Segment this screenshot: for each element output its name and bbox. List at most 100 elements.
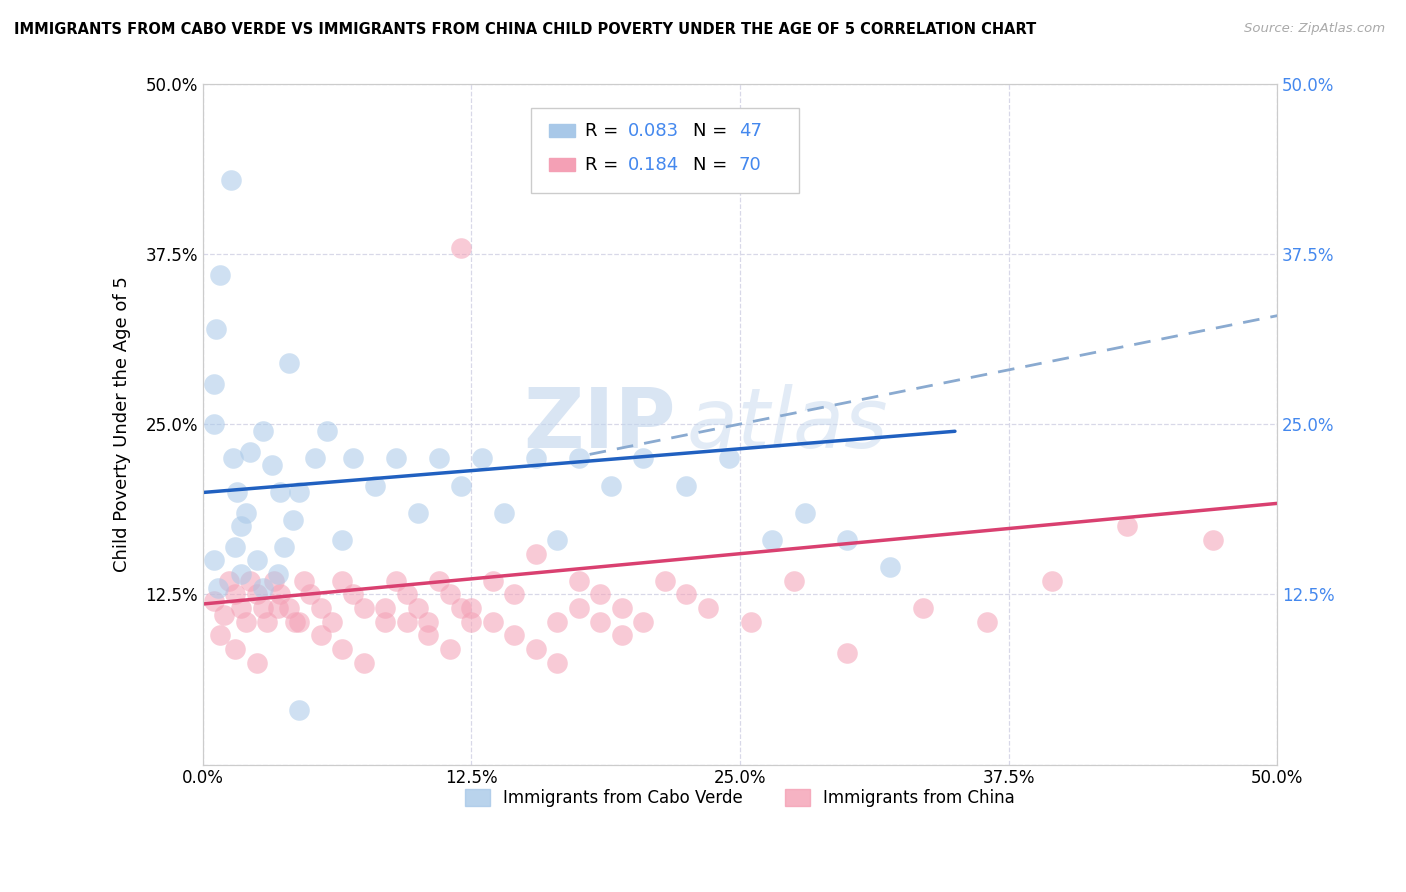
Point <box>281 513 304 527</box>
FancyBboxPatch shape <box>548 124 575 137</box>
Point <box>1115 519 1137 533</box>
Text: R =: R = <box>585 156 624 174</box>
Point <box>332 533 354 547</box>
Text: 47: 47 <box>740 121 762 140</box>
Point <box>353 601 375 615</box>
Point <box>245 587 267 601</box>
FancyBboxPatch shape <box>530 108 799 194</box>
Point <box>269 485 291 500</box>
Point <box>610 601 633 615</box>
Point <box>353 656 375 670</box>
Point <box>202 376 225 391</box>
Point <box>633 451 655 466</box>
FancyBboxPatch shape <box>548 158 575 171</box>
Point <box>524 641 547 656</box>
Point <box>342 451 364 466</box>
Text: N =: N = <box>693 156 733 174</box>
Point <box>252 424 274 438</box>
Point <box>208 268 231 282</box>
Point <box>235 615 257 629</box>
Point <box>263 574 285 588</box>
Point <box>245 656 267 670</box>
Point <box>267 567 290 582</box>
Point <box>837 646 859 660</box>
Point <box>304 451 326 466</box>
Point <box>385 574 408 588</box>
Point <box>214 607 236 622</box>
Point <box>546 656 568 670</box>
Point <box>503 587 526 601</box>
Point <box>316 424 339 438</box>
Point <box>277 601 299 615</box>
Point <box>292 574 315 588</box>
Point <box>395 587 418 601</box>
Point <box>471 451 494 466</box>
Point <box>450 478 472 492</box>
Point <box>524 547 547 561</box>
Point <box>204 322 226 336</box>
Point <box>239 444 262 458</box>
Text: Source: ZipAtlas.com: Source: ZipAtlas.com <box>1244 22 1385 36</box>
Point <box>1040 574 1063 588</box>
Point <box>600 478 623 492</box>
Point <box>385 451 408 466</box>
Point <box>460 601 482 615</box>
Point <box>492 506 515 520</box>
Text: 0.184: 0.184 <box>628 156 679 174</box>
Point <box>718 451 741 466</box>
Point <box>589 587 612 601</box>
Point <box>879 560 901 574</box>
Point <box>740 615 762 629</box>
Point <box>568 451 591 466</box>
Point <box>427 574 450 588</box>
Point <box>218 574 240 588</box>
Point <box>273 540 295 554</box>
Point <box>332 574 354 588</box>
Point <box>406 601 429 615</box>
Point <box>252 581 274 595</box>
Point <box>568 574 591 588</box>
Text: ZIP: ZIP <box>523 384 675 465</box>
Point <box>342 587 364 601</box>
Point <box>260 458 283 473</box>
Point <box>1202 533 1225 547</box>
Point <box>460 615 482 629</box>
Point <box>427 451 450 466</box>
Point <box>633 615 655 629</box>
Point <box>231 567 253 582</box>
Point <box>224 540 246 554</box>
Point <box>202 417 225 432</box>
Point <box>374 601 396 615</box>
Point <box>439 641 461 656</box>
Point <box>267 601 290 615</box>
Point <box>783 574 806 588</box>
Point <box>439 587 461 601</box>
Point <box>288 615 311 629</box>
Point <box>224 587 246 601</box>
Point <box>450 601 472 615</box>
Point <box>231 601 253 615</box>
Point <box>418 615 440 629</box>
Point <box>222 451 245 466</box>
Point <box>252 601 274 615</box>
Point <box>277 356 299 370</box>
Point <box>332 641 354 656</box>
Point <box>231 519 253 533</box>
Point <box>219 172 242 186</box>
Point <box>482 615 505 629</box>
Point <box>321 615 343 629</box>
Point <box>406 506 429 520</box>
Point <box>546 533 568 547</box>
Point <box>284 615 307 629</box>
Point <box>524 451 547 466</box>
Point <box>546 615 568 629</box>
Point <box>696 601 718 615</box>
Point <box>202 553 225 567</box>
Point <box>245 553 267 567</box>
Point <box>793 506 815 520</box>
Text: R =: R = <box>585 121 624 140</box>
Point <box>256 615 278 629</box>
Text: N =: N = <box>693 121 733 140</box>
Point <box>761 533 783 547</box>
Point <box>911 601 934 615</box>
